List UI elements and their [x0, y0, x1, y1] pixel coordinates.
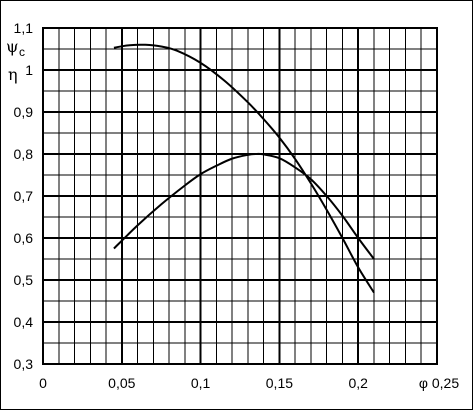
x-tick-labels: 0 0,05 0,1 0,15 0,2 φ 0,25	[39, 375, 459, 391]
y-tick-label: 1	[25, 62, 33, 78]
y-tick-label: 0,9	[14, 104, 34, 120]
x-tick-label: 0,05	[108, 375, 135, 391]
series-line-1	[113, 43, 375, 294]
major-gridlines	[42, 27, 438, 365]
x-tick-label: 0,2	[348, 375, 368, 391]
y-tick-label: 0,5	[14, 272, 34, 288]
x-tick-label: 0,15	[266, 375, 293, 391]
plot-border	[42, 27, 438, 365]
series-line-2	[113, 152, 375, 260]
y-tick-label: 0,6	[14, 230, 34, 246]
y-tick-label: 0,7	[14, 188, 34, 204]
y-tick-label: 0,8	[14, 146, 34, 162]
x-tick-label: φ 0,25	[419, 375, 459, 391]
plot-area-border	[42, 27, 438, 365]
y-tick-labels: 0,3 0,4 0,5 0,6 0,7 0,8 0,9 1 1,1	[14, 20, 34, 372]
y-tick-label: 0,3	[14, 356, 34, 372]
y-tick-label: 1,1	[14, 20, 34, 36]
x-tick-label: 0	[39, 375, 47, 391]
data-curves	[113, 43, 375, 294]
y-axis-label-psi-subscript: c	[19, 45, 25, 59]
y-tick-label: 0,4	[14, 314, 34, 330]
y-axis-label-psi: ψ	[6, 37, 19, 56]
x-tick-label: 0,1	[191, 375, 211, 391]
y-axis-label-eta: η	[8, 65, 18, 84]
